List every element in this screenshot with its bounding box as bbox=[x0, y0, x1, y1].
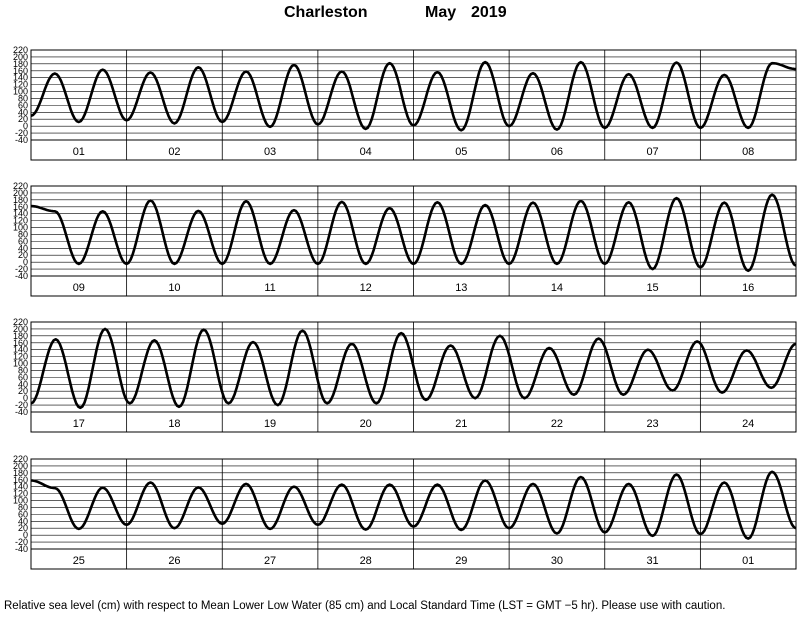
y-tick-label: 80 bbox=[18, 229, 28, 239]
y-tick-label: 100 bbox=[13, 359, 28, 369]
y-tick-label: 120 bbox=[13, 352, 28, 362]
day-label: 08 bbox=[742, 146, 754, 158]
year-label: 2019 bbox=[471, 4, 507, 21]
day-label: 30 bbox=[551, 555, 563, 567]
day-label: 03 bbox=[264, 146, 276, 158]
day-label: 04 bbox=[360, 146, 372, 158]
y-tick-label: 140 bbox=[13, 73, 28, 83]
y-tick-label: 220 bbox=[13, 317, 28, 327]
day-label: 29 bbox=[455, 555, 467, 567]
y-tick-label: -20 bbox=[15, 537, 28, 547]
day-label: 07 bbox=[646, 146, 658, 158]
day-label: 22 bbox=[551, 418, 563, 430]
y-tick-label: 20 bbox=[18, 114, 28, 124]
day-label: 16 bbox=[742, 282, 754, 294]
day-label: 06 bbox=[551, 146, 563, 158]
y-tick-label: 80 bbox=[18, 502, 28, 512]
y-tick-label: 220 bbox=[13, 181, 28, 191]
station-name: Charleston bbox=[284, 4, 368, 21]
tide-series-line bbox=[30, 60, 797, 132]
day-label: 13 bbox=[455, 282, 467, 294]
y-tick-label: 160 bbox=[13, 66, 28, 76]
day-label: 25 bbox=[73, 555, 85, 567]
day-label: 17 bbox=[73, 418, 85, 430]
y-tick-label: -20 bbox=[15, 128, 28, 138]
y-tick-label: 100 bbox=[13, 496, 28, 506]
day-label: 10 bbox=[168, 282, 180, 294]
y-tick-label: 0 bbox=[23, 530, 28, 540]
day-label: 05 bbox=[455, 146, 467, 158]
y-tick-label: -20 bbox=[15, 400, 28, 410]
y-tick-label: 200 bbox=[13, 324, 28, 334]
tide-series-line bbox=[30, 327, 797, 410]
day-label: 02 bbox=[168, 146, 180, 158]
day-label: 19 bbox=[264, 418, 276, 430]
day-label: 21 bbox=[455, 418, 467, 430]
y-tick-label: 40 bbox=[18, 379, 28, 389]
day-label: 28 bbox=[360, 555, 372, 567]
y-tick-label: 120 bbox=[13, 216, 28, 226]
y-tick-label: 20 bbox=[18, 523, 28, 533]
y-tick-label: -20 bbox=[15, 264, 28, 274]
day-label: 24 bbox=[742, 418, 754, 430]
y-tick-label: 80 bbox=[18, 365, 28, 375]
y-tick-label: -40 bbox=[15, 135, 28, 145]
chart-caption: Relative sea level (cm) with respect to … bbox=[4, 600, 726, 612]
y-tick-label: 0 bbox=[23, 257, 28, 267]
day-label: 26 bbox=[168, 555, 180, 567]
chart-title: Charleston May 2019 bbox=[0, 4, 800, 26]
y-tick-label: 60 bbox=[18, 509, 28, 519]
y-tick-label: 20 bbox=[18, 250, 28, 260]
y-tick-label: 180 bbox=[13, 59, 28, 69]
y-tick-label: 200 bbox=[13, 52, 28, 62]
day-label: 14 bbox=[551, 282, 563, 294]
day-label: 31 bbox=[646, 555, 658, 567]
day-label: 12 bbox=[360, 282, 372, 294]
y-tick-label: -40 bbox=[15, 544, 28, 554]
day-label: 15 bbox=[646, 282, 658, 294]
y-tick-label: 60 bbox=[18, 100, 28, 110]
y-tick-label: 80 bbox=[18, 93, 28, 103]
y-tick-label: 220 bbox=[13, 454, 28, 464]
y-tick-label: 60 bbox=[18, 372, 28, 382]
day-label: 11 bbox=[264, 282, 275, 294]
day-label: 01 bbox=[742, 555, 754, 567]
y-tick-label: 40 bbox=[18, 107, 28, 117]
y-tick-label: 20 bbox=[18, 386, 28, 396]
y-tick-label: 140 bbox=[13, 209, 28, 219]
day-label: 20 bbox=[360, 418, 372, 430]
y-tick-label: 140 bbox=[13, 345, 28, 355]
tide-series-line bbox=[30, 470, 797, 540]
day-label: 23 bbox=[646, 418, 658, 430]
month-label: May bbox=[425, 4, 457, 21]
y-tick-label: 120 bbox=[13, 489, 28, 499]
y-tick-label: 180 bbox=[13, 195, 28, 205]
y-tick-label: 180 bbox=[13, 331, 28, 341]
y-tick-label: 100 bbox=[13, 223, 28, 233]
y-tick-label: 220 bbox=[13, 45, 28, 55]
y-tick-label: 40 bbox=[18, 243, 28, 253]
y-tick-label: 160 bbox=[13, 202, 28, 212]
y-tick-label: 200 bbox=[13, 461, 28, 471]
y-tick-label: 180 bbox=[13, 468, 28, 478]
y-tick-label: 0 bbox=[23, 393, 28, 403]
y-tick-label: 0 bbox=[23, 121, 28, 131]
day-label: 01 bbox=[73, 146, 85, 158]
y-tick-label: 100 bbox=[13, 87, 28, 97]
y-tick-label: 160 bbox=[13, 338, 28, 348]
y-tick-label: -40 bbox=[15, 271, 28, 281]
y-tick-label: 200 bbox=[13, 188, 28, 198]
y-tick-label: 60 bbox=[18, 236, 28, 246]
y-tick-label: -40 bbox=[15, 407, 28, 417]
y-tick-label: 140 bbox=[13, 482, 28, 492]
day-label: 27 bbox=[264, 555, 276, 567]
y-tick-label: 160 bbox=[13, 475, 28, 485]
day-label: 09 bbox=[73, 282, 85, 294]
day-label: 18 bbox=[168, 418, 180, 430]
y-tick-label: 120 bbox=[13, 80, 28, 90]
y-tick-label: 40 bbox=[18, 516, 28, 526]
tide-series-line bbox=[30, 193, 797, 273]
